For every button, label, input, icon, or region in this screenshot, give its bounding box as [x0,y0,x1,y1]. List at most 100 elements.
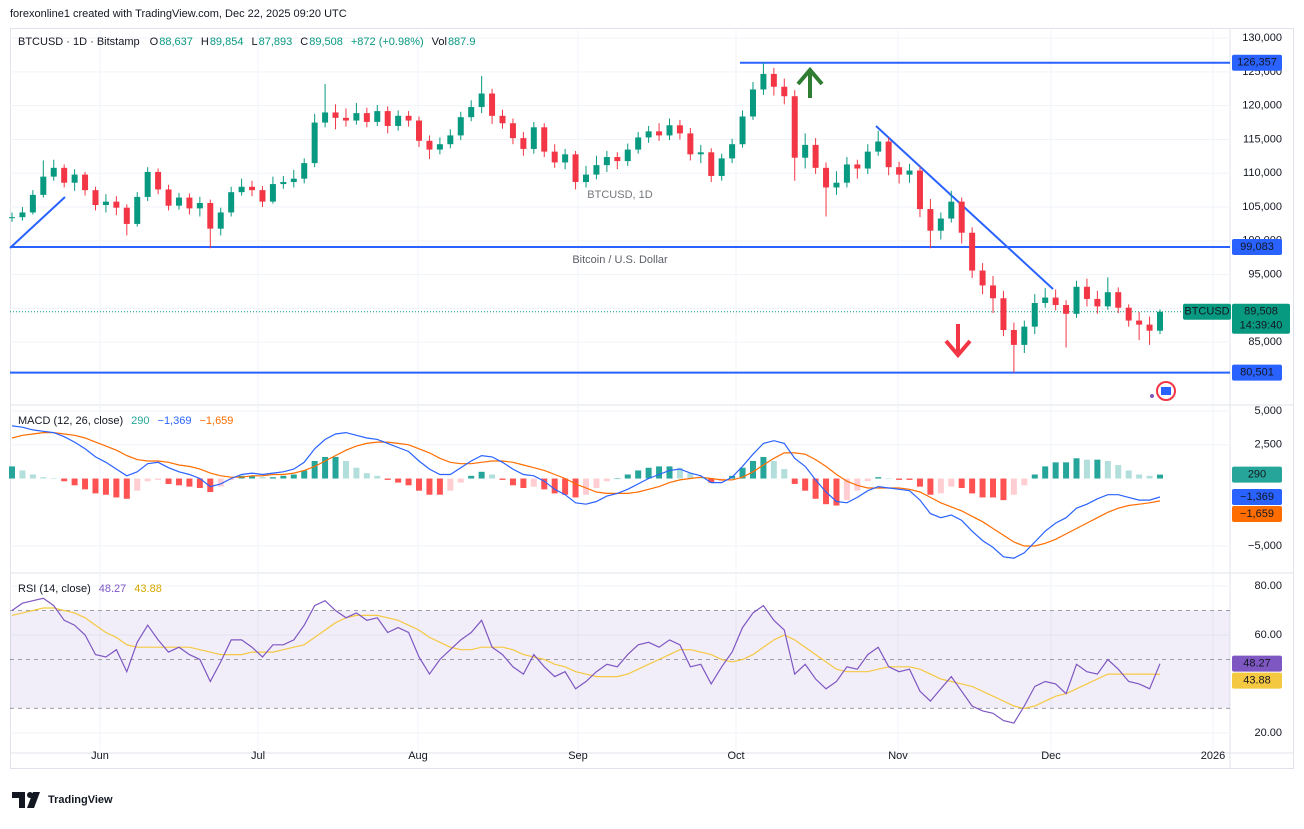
histogram-bar [645,467,652,479]
histogram-bar [9,466,15,479]
ohlc-value: 89,508 [309,36,343,48]
candle-body [311,122,318,164]
histogram-bar [1104,460,1111,479]
histogram-bar [175,478,182,486]
candle-body [603,157,610,166]
candle-body [384,111,391,126]
candle-body [269,184,276,202]
macd-title: MACD (12, 26, close) [18,415,123,427]
histogram-bar [708,478,715,483]
logo-dot [27,792,33,798]
candle-body [843,164,850,183]
histogram-bar [1146,475,1153,479]
candle-body [1146,324,1153,331]
candle-body [916,170,923,210]
candle-body [9,217,15,219]
candle-body [583,174,589,183]
histogram-bar [1115,465,1122,479]
candle-body [249,186,256,191]
candle-body [155,171,162,190]
histogram-bar [802,478,809,491]
candle-body [395,115,402,126]
histogram-bar [19,470,26,479]
histogram-bar [71,478,78,486]
candle-body [906,170,913,175]
histogram-bar [635,470,642,479]
candle-body [624,149,631,162]
candle-body [896,167,903,175]
candle-body [687,133,694,155]
candle-body [1042,297,1049,303]
signal-last: −1,659 [199,415,233,427]
plot: Jun Jul Aug Sep Oct Nov Dec 2026130,000125,0001… [9,29,1294,768]
candle-body [426,140,433,150]
macd-legend: MACD (12, 26, close) 290 −1,369 −1,659 [18,415,233,427]
histogram-bar [958,478,965,488]
candle-body [134,196,141,224]
y-tick-label: 110,000 [1243,167,1282,179]
rsi-badge: 43.88 [1243,675,1271,687]
histogram-bar [311,460,318,479]
candle-body [509,123,516,139]
y-tick-label: 85,000 [1248,336,1282,348]
macd-badge: −1,369 [1240,491,1274,503]
histogram-bar [165,478,172,484]
candle-body [447,135,454,145]
candle-body [781,86,788,97]
candle-body [854,164,861,169]
level-label-bg [1232,239,1282,256]
frame [10,28,1294,769]
histogram-bar [196,478,203,488]
candle-body [1083,286,1090,299]
histogram-bar [186,478,193,487]
histogram-bar [1136,474,1143,479]
histogram-last: 290 [131,415,149,427]
histogram-bar [489,474,496,479]
histogram-bar [948,478,955,487]
watermark: BTCUSD, 1D [587,189,652,201]
histogram-bar [854,478,861,491]
x-tick-label: Oct [727,750,744,762]
histogram-bar [1021,478,1028,486]
candle-body [1021,326,1028,345]
histogram-bar [656,466,663,479]
histogram-bar [29,474,36,479]
histogram-bar [697,477,704,479]
candle-body [92,190,99,206]
level-label-bg [1232,54,1282,71]
candle-body [207,202,214,229]
candle-body [562,154,569,163]
histogram-bar [509,478,516,486]
candle-body [530,127,537,149]
ohlc-label: C [300,36,308,48]
histogram-bar [217,478,224,487]
histogram-bar [937,478,944,494]
histogram-bar [259,477,266,479]
histogram-bar [499,478,506,480]
histogram-bar [332,456,339,479]
histogram-bar [749,460,756,479]
ohlc-value: 88,637 [159,36,193,48]
y-tick-label: 105,000 [1242,201,1282,213]
histogram-bar [363,473,370,479]
y-tick-label: 80.00 [1254,580,1282,592]
up-arrow [796,66,824,98]
histogram-bar [374,475,381,479]
histogram-bar [551,478,558,494]
candle-body [71,174,78,183]
histogram-bar [875,477,882,479]
histogram-bar [457,478,464,483]
x-tick-label: Sep [568,750,588,762]
candle-body [280,182,287,185]
x-tick-label: 2026 [1201,750,1225,762]
histogram-bar [1063,462,1070,479]
candle-body [718,158,725,176]
volume-value: 887.9 [448,36,476,48]
logo-icon [12,792,40,808]
candle-body [645,131,652,138]
histogram-bar [1052,462,1059,479]
last-price-name-bg [1183,303,1231,320]
histogram-bar [353,467,360,479]
candle-body [572,154,579,183]
x-tick-label: Dec [1041,750,1061,762]
